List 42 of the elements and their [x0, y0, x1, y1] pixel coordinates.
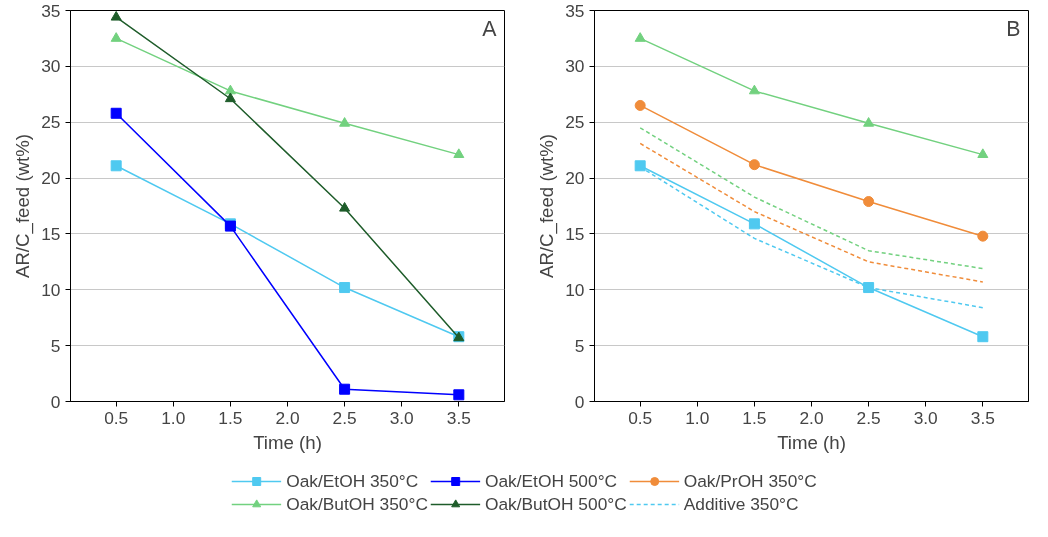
- legend-label: Oak/EtOH 500°C: [484, 470, 618, 492]
- annotation: B: [1006, 16, 1021, 41]
- legend-label: Oak/ButOH 500°C: [484, 493, 627, 515]
- y-tick-label: 15: [565, 223, 585, 244]
- x-tick-label: 3.0: [913, 407, 938, 428]
- legend-label: Oak/PrOH 350°C: [683, 470, 817, 492]
- x-tick-label: 3.0: [389, 407, 414, 428]
- y-tick-label: 10: [565, 279, 585, 300]
- y-axis-title: AR/C_feed (wt%): [12, 133, 35, 279]
- x-axis-title: Time (h): [253, 431, 322, 453]
- legend-label: Oak/EtOH 350°C: [286, 470, 419, 492]
- y-tick-label: 20: [41, 168, 61, 189]
- y-tick-label: 25: [565, 112, 585, 133]
- x-tick-label: 1.0: [161, 407, 186, 428]
- x-tick-label: 1.5: [742, 407, 767, 428]
- y-tick-label: 35: [41, 0, 61, 21]
- x-tick-label: 2.0: [275, 407, 300, 428]
- x-tick-label: 0.5: [628, 407, 653, 428]
- y-tick-label: 30: [565, 56, 585, 77]
- y-tick-label: 15: [41, 223, 61, 244]
- y-tick-label: 20: [565, 168, 585, 189]
- y-tick-label: 30: [41, 56, 61, 77]
- y-tick-label: 35: [565, 0, 585, 21]
- x-tick-label: 2.5: [332, 407, 357, 428]
- annotation: A: [482, 16, 498, 41]
- x-tick-label: 3.5: [970, 407, 995, 428]
- legend-label: Oak/ButOH 350°C: [286, 493, 428, 515]
- x-axis-title: Time (h): [777, 431, 846, 453]
- y-tick-label: 5: [50, 335, 61, 356]
- x-tick-label: 2.5: [856, 407, 881, 428]
- y-tick-label: 25: [41, 112, 61, 133]
- y-tick-label: 0: [50, 391, 61, 412]
- y-tick-label: 10: [41, 279, 61, 300]
- y-axis-title: AR/C_feed (wt%): [536, 133, 559, 279]
- x-tick-label: 2.0: [799, 407, 824, 428]
- y-tick-label: 0: [574, 391, 585, 412]
- x-tick-label: 1.5: [218, 407, 243, 428]
- x-tick-label: 0.5: [104, 407, 129, 428]
- y-tick-label: 5: [574, 335, 585, 356]
- x-tick-label: 3.5: [446, 407, 471, 428]
- legend-label: Additive 350°C: [683, 493, 799, 515]
- x-tick-label: 1.0: [685, 407, 710, 428]
